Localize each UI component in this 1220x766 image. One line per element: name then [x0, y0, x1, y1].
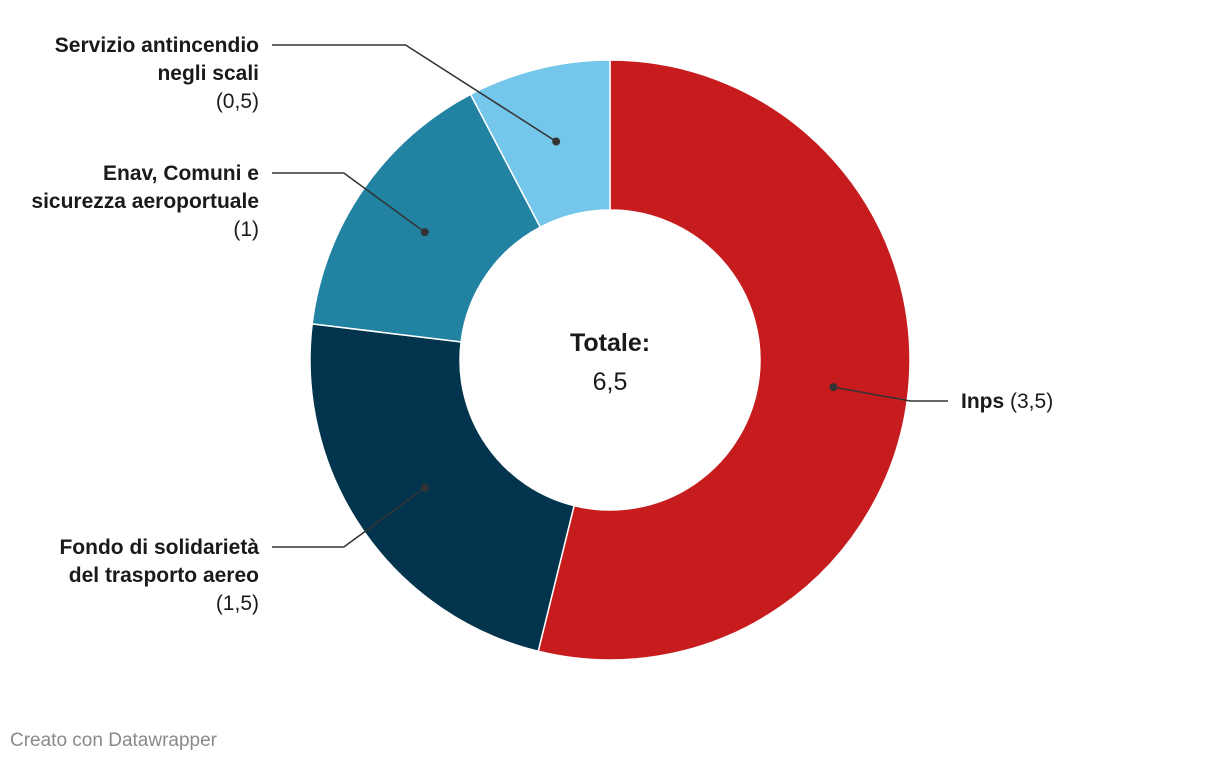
label-line-enav-comuni-e-sicurezza-aeroportuale-1: sicurezza aeroportuale	[31, 190, 259, 213]
slice-fondo-di-solidarieta-del-trasporto-aereo	[309, 323, 576, 653]
slice-enav-comuni-e-sicurezza-aeroportuale	[311, 93, 542, 343]
label-fondo-di-solidarieta-del-trasporto-aereo: Fondo di solidarietà del trasporto aereo (…	[59, 536, 259, 615]
label-line-servizio-antincendio-negli-scali-1: negli scali	[157, 62, 259, 85]
label-leader-lines	[272, 44, 948, 548]
label-value-servizio-antincendio-negli-scali: (0,5)	[216, 90, 259, 113]
label-inps: Inps (3,5)	[961, 390, 1053, 413]
leader-line-enav-comuni-e-sicurezza-aeroportuale	[272, 172, 426, 233]
slice-servizio-antincendio-negli-scali	[469, 59, 611, 229]
label-line-enav-comuni-e-sicurezza-aeroportuale-0: Enav, Comuni e	[103, 162, 259, 185]
label-enav-comuni-e-sicurezza-aeroportuale: Enav, Comuni e sicurezza aeroportuale (1)	[31, 162, 259, 241]
center-total-title: Totale:	[570, 329, 650, 357]
label-value-fondo-di-solidarieta-del-trasporto-aereo: (1,5)	[216, 592, 259, 615]
label-line-servizio-antincendio-negli-scali-0: Servizio antincendio	[55, 34, 259, 57]
label-line-inps-0: Inps (3,5)	[961, 390, 1053, 413]
label-line-fondo-di-solidarieta-del-trasporto-aereo-0: Fondo di solidarietà	[59, 536, 259, 559]
label-line-fondo-di-solidarieta-del-trasporto-aereo-1: del trasporto aereo	[69, 564, 259, 587]
slice-inps	[537, 59, 911, 661]
label-servizio-antincendio-negli-scali: Servizio antincendio negli scali (0,5)	[55, 34, 259, 113]
slice-labels: Inps (3,5) Fondo di solidarietà del traspo…	[31, 34, 1053, 615]
label-value-enav-comuni-e-sicurezza-aeroportuale: (1)	[233, 218, 259, 241]
donut-slices	[309, 59, 911, 661]
footer-credit: Creato con Datawrapper	[10, 730, 217, 751]
center-total-value: 6,5	[593, 368, 628, 396]
center-label: Totale: 6,5	[570, 329, 650, 396]
leader-line-fondo-di-solidarieta-del-trasporto-aereo	[272, 487, 426, 548]
leader-line-inps	[833, 386, 948, 402]
leader-line-servizio-antincendio-negli-scali	[272, 44, 557, 143]
